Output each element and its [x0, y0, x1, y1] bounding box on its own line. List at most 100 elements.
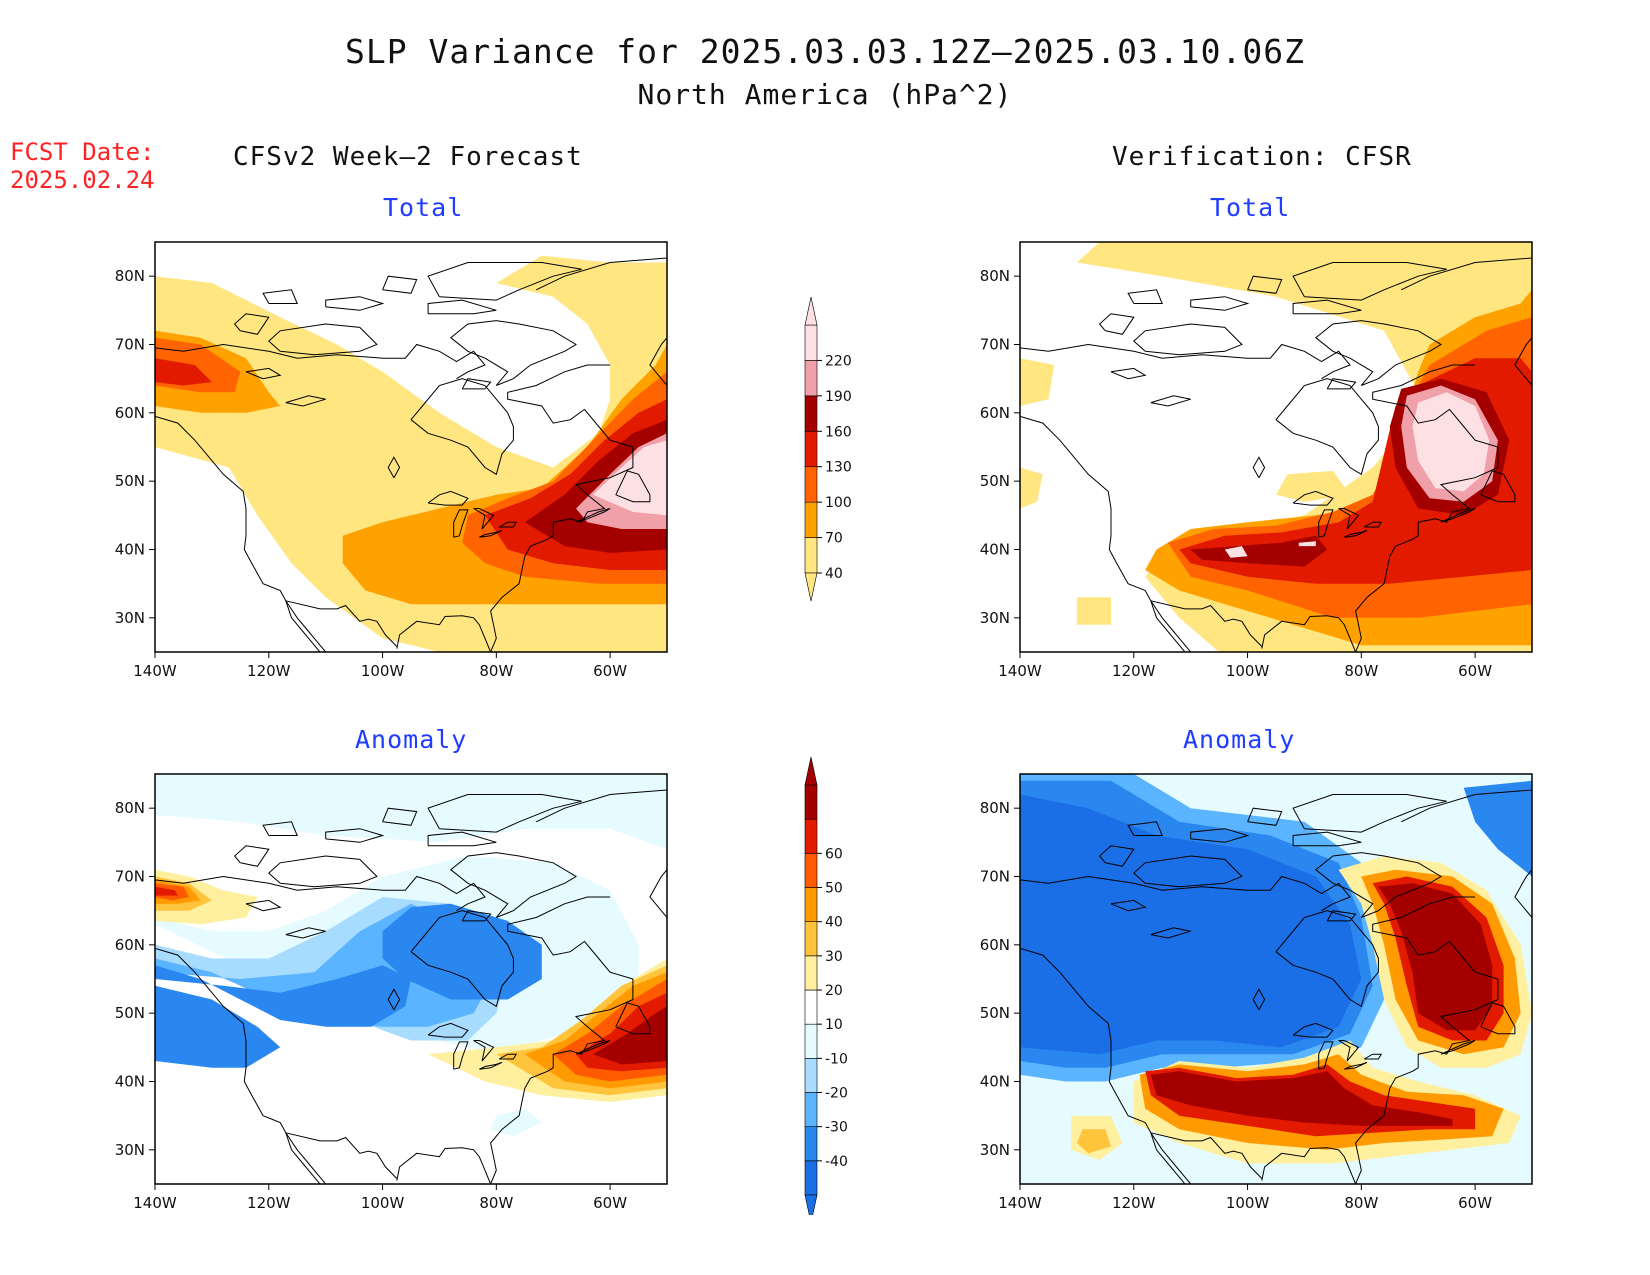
colorbar-swatch: [804, 360, 818, 397]
forecast-date: FCST Date: 2025.02.24: [10, 138, 155, 194]
contour-minus40: [1463, 780, 1532, 877]
left-column-title: CFSv2 Week–2 Forecast: [233, 142, 583, 172]
colorbar-swatch: [804, 989, 818, 1025]
contour-minus10: [490, 1108, 542, 1137]
forecast-date-value: 2025.02.24: [10, 166, 155, 194]
lat-tick-label: 60N: [115, 936, 145, 954]
lat-tick-label: 50N: [115, 1004, 145, 1022]
contour-minus10: [155, 774, 667, 850]
colorbar-anomaly-label: 50: [825, 881, 843, 897]
contour-220: [1224, 546, 1248, 558]
panel-title-bottom-left: Anomaly: [355, 725, 468, 754]
lon-tick-label: 100W: [1226, 1194, 1270, 1212]
colorbar-anomaly-label: -20: [825, 1086, 848, 1102]
colorbar-bottom-arrow: [804, 572, 818, 602]
colorbar-anomaly-label: 20: [825, 983, 843, 999]
lon-tick-label: 80W: [479, 662, 513, 680]
lon-tick-label: 100W: [361, 662, 405, 680]
contour-130: [155, 358, 212, 386]
lon-tick-label: 140W: [133, 662, 177, 680]
contour-160: [1190, 535, 1328, 567]
contour-40: [1276, 470, 1350, 502]
colorbar-total-label: 70: [825, 531, 843, 547]
colorbar-total-label: 100: [825, 495, 852, 511]
figure-title: SLP Variance for 2025.03.03.12Z–2025.03.…: [345, 32, 1305, 71]
lat-tick-label: 80N: [115, 799, 145, 817]
lat-tick-label: 40N: [115, 541, 145, 559]
colorbar-swatch: [804, 887, 818, 922]
coastline: [155, 789, 667, 1184]
lat-tick-label: 50N: [115, 472, 145, 490]
contour-minus40: [155, 985, 281, 1068]
lon-tick-label: 120W: [1112, 1194, 1156, 1212]
colorbar-swatch: [804, 395, 818, 432]
lon-tick-label: 80W: [479, 1194, 513, 1212]
contour-60: [1378, 883, 1493, 1031]
colorbar-total-label: 160: [825, 424, 852, 440]
map-frame: [154, 241, 668, 653]
colorbar-total: 40 70 100 130 160 190 220: [795, 285, 875, 615]
figure-subtitle: North America (hPa^2): [637, 78, 1013, 111]
contour-minus40: [382, 903, 542, 1000]
colorbar-swatch: [804, 921, 818, 957]
lon-tick-label: 120W: [247, 1194, 291, 1212]
contour-20: [1076, 1129, 1111, 1154]
lat-tick-label: 70N: [980, 868, 1010, 886]
lon-tick-label: 60W: [1458, 662, 1492, 680]
contour-60: [593, 1006, 667, 1065]
colorbar-total-label: 190: [825, 389, 852, 405]
colorbar-anomaly-label: 30: [825, 949, 843, 965]
contour-40: [1020, 467, 1043, 509]
colorbar-top-arrow: [804, 296, 818, 326]
contour-220: [593, 440, 667, 516]
contour-40: [1076, 597, 1111, 625]
lat-tick-label: 30N: [980, 1141, 1010, 1159]
contour-60: [1150, 1071, 1453, 1126]
lat-tick-label: 60N: [980, 936, 1010, 954]
lat-tick-label: 70N: [980, 336, 1010, 354]
colorbar-swatch: [804, 853, 818, 888]
lon-tick-label: 140W: [998, 662, 1042, 680]
colorbar-anomaly-label: 60: [825, 846, 843, 862]
panel-title-top-right: Total: [1210, 193, 1291, 222]
map-frame: [154, 773, 668, 1185]
lon-tick-label: 60W: [593, 662, 627, 680]
lat-tick-label: 80N: [980, 267, 1010, 285]
colorbar-swatch: [804, 324, 818, 361]
map-frame: [1019, 773, 1533, 1185]
contour-40: [1020, 358, 1055, 406]
colorbar-swatch: [804, 818, 818, 854]
lat-tick-label: 60N: [980, 404, 1010, 422]
colorbar-swatch: [804, 784, 818, 820]
colorbar-swatch: [804, 466, 818, 503]
lon-tick-label: 60W: [1458, 1194, 1492, 1212]
lat-tick-label: 60N: [115, 404, 145, 422]
lon-tick-label: 140W: [998, 1194, 1042, 1212]
lat-tick-label: 70N: [115, 336, 145, 354]
colorbar-swatch: [804, 955, 818, 991]
colorbar-anomaly-label: -30: [825, 1120, 848, 1136]
lat-tick-label: 80N: [980, 799, 1010, 817]
colorbar-swatch: [804, 537, 818, 574]
lat-tick-label: 30N: [115, 1141, 145, 1159]
contour-deep: [1020, 794, 1362, 1055]
lat-tick-label: 40N: [980, 1073, 1010, 1091]
colorbar-total-label: 40: [825, 566, 843, 582]
lon-tick-label: 100W: [1226, 662, 1270, 680]
colorbar-swatch: [804, 1160, 818, 1196]
lon-tick-label: 120W: [247, 662, 291, 680]
lon-tick-label: 80W: [1344, 1194, 1378, 1212]
colorbar-anomaly-label: 40: [825, 915, 843, 931]
lon-tick-label: 140W: [133, 1194, 177, 1212]
map-panel-verification-anomaly: 80N 70N 60N 50N 40N 30N 140W 120W 100W 80W 60W: [965, 772, 1545, 1212]
colorbar-swatch: [804, 1058, 818, 1093]
colorbar-anomaly-label: -10: [825, 1051, 848, 1067]
lat-tick-label: 30N: [980, 609, 1010, 627]
lat-tick-label: 30N: [115, 609, 145, 627]
colorbar-total-label: 130: [825, 460, 852, 476]
colorbar-anomaly-label: -40: [825, 1154, 848, 1170]
contour-220: [1298, 541, 1316, 547]
contour-50: [155, 886, 178, 896]
map-panel-forecast-total: 80N 70N 60N 50N 40N 30N 140W 120W 100W 80W 60W: [100, 240, 680, 680]
coastline: [1020, 257, 1532, 652]
